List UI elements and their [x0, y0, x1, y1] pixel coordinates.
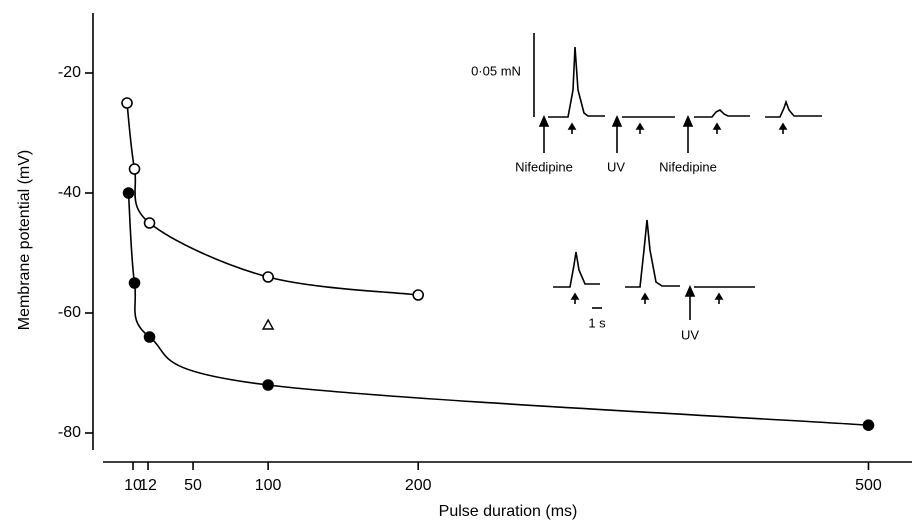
x-axis-label: Pulse duration (ms) [439, 503, 578, 520]
x-tick-label: 100 [255, 477, 282, 494]
y-tick-label: -60 [58, 304, 81, 321]
point [128, 277, 141, 289]
x-tick-label: 500 [855, 477, 882, 494]
y-tick-label: -40 [58, 184, 81, 201]
fit-curve [127, 192, 869, 426]
point [262, 271, 274, 283]
inset-traces [533, 33, 822, 320]
x-tick-label: 50 [184, 477, 202, 494]
point [128, 163, 141, 175]
x-tick-label: 10 [124, 477, 142, 494]
point [143, 331, 156, 343]
y-tick-label: -20 [58, 64, 81, 81]
annotation: Nifedipine [659, 159, 717, 174]
point [412, 289, 424, 301]
annotation: 1 s [588, 315, 606, 330]
annotation: 0·05 mN [471, 63, 521, 78]
point [143, 217, 156, 229]
x-tick-label: 12 [139, 477, 157, 494]
y-tick-label: -80 [58, 424, 81, 441]
annotation: Nifedipine [515, 159, 573, 174]
x-tick-label: 200 [405, 477, 432, 494]
annotation: UV [681, 327, 699, 342]
point [862, 419, 875, 432]
point [261, 318, 275, 330]
point [121, 97, 133, 109]
annotation: UV [607, 159, 625, 174]
point [122, 187, 135, 199]
fit-curve [126, 102, 419, 296]
y-axis-label: Membrane potential (mV) [16, 150, 33, 331]
point [262, 379, 274, 391]
